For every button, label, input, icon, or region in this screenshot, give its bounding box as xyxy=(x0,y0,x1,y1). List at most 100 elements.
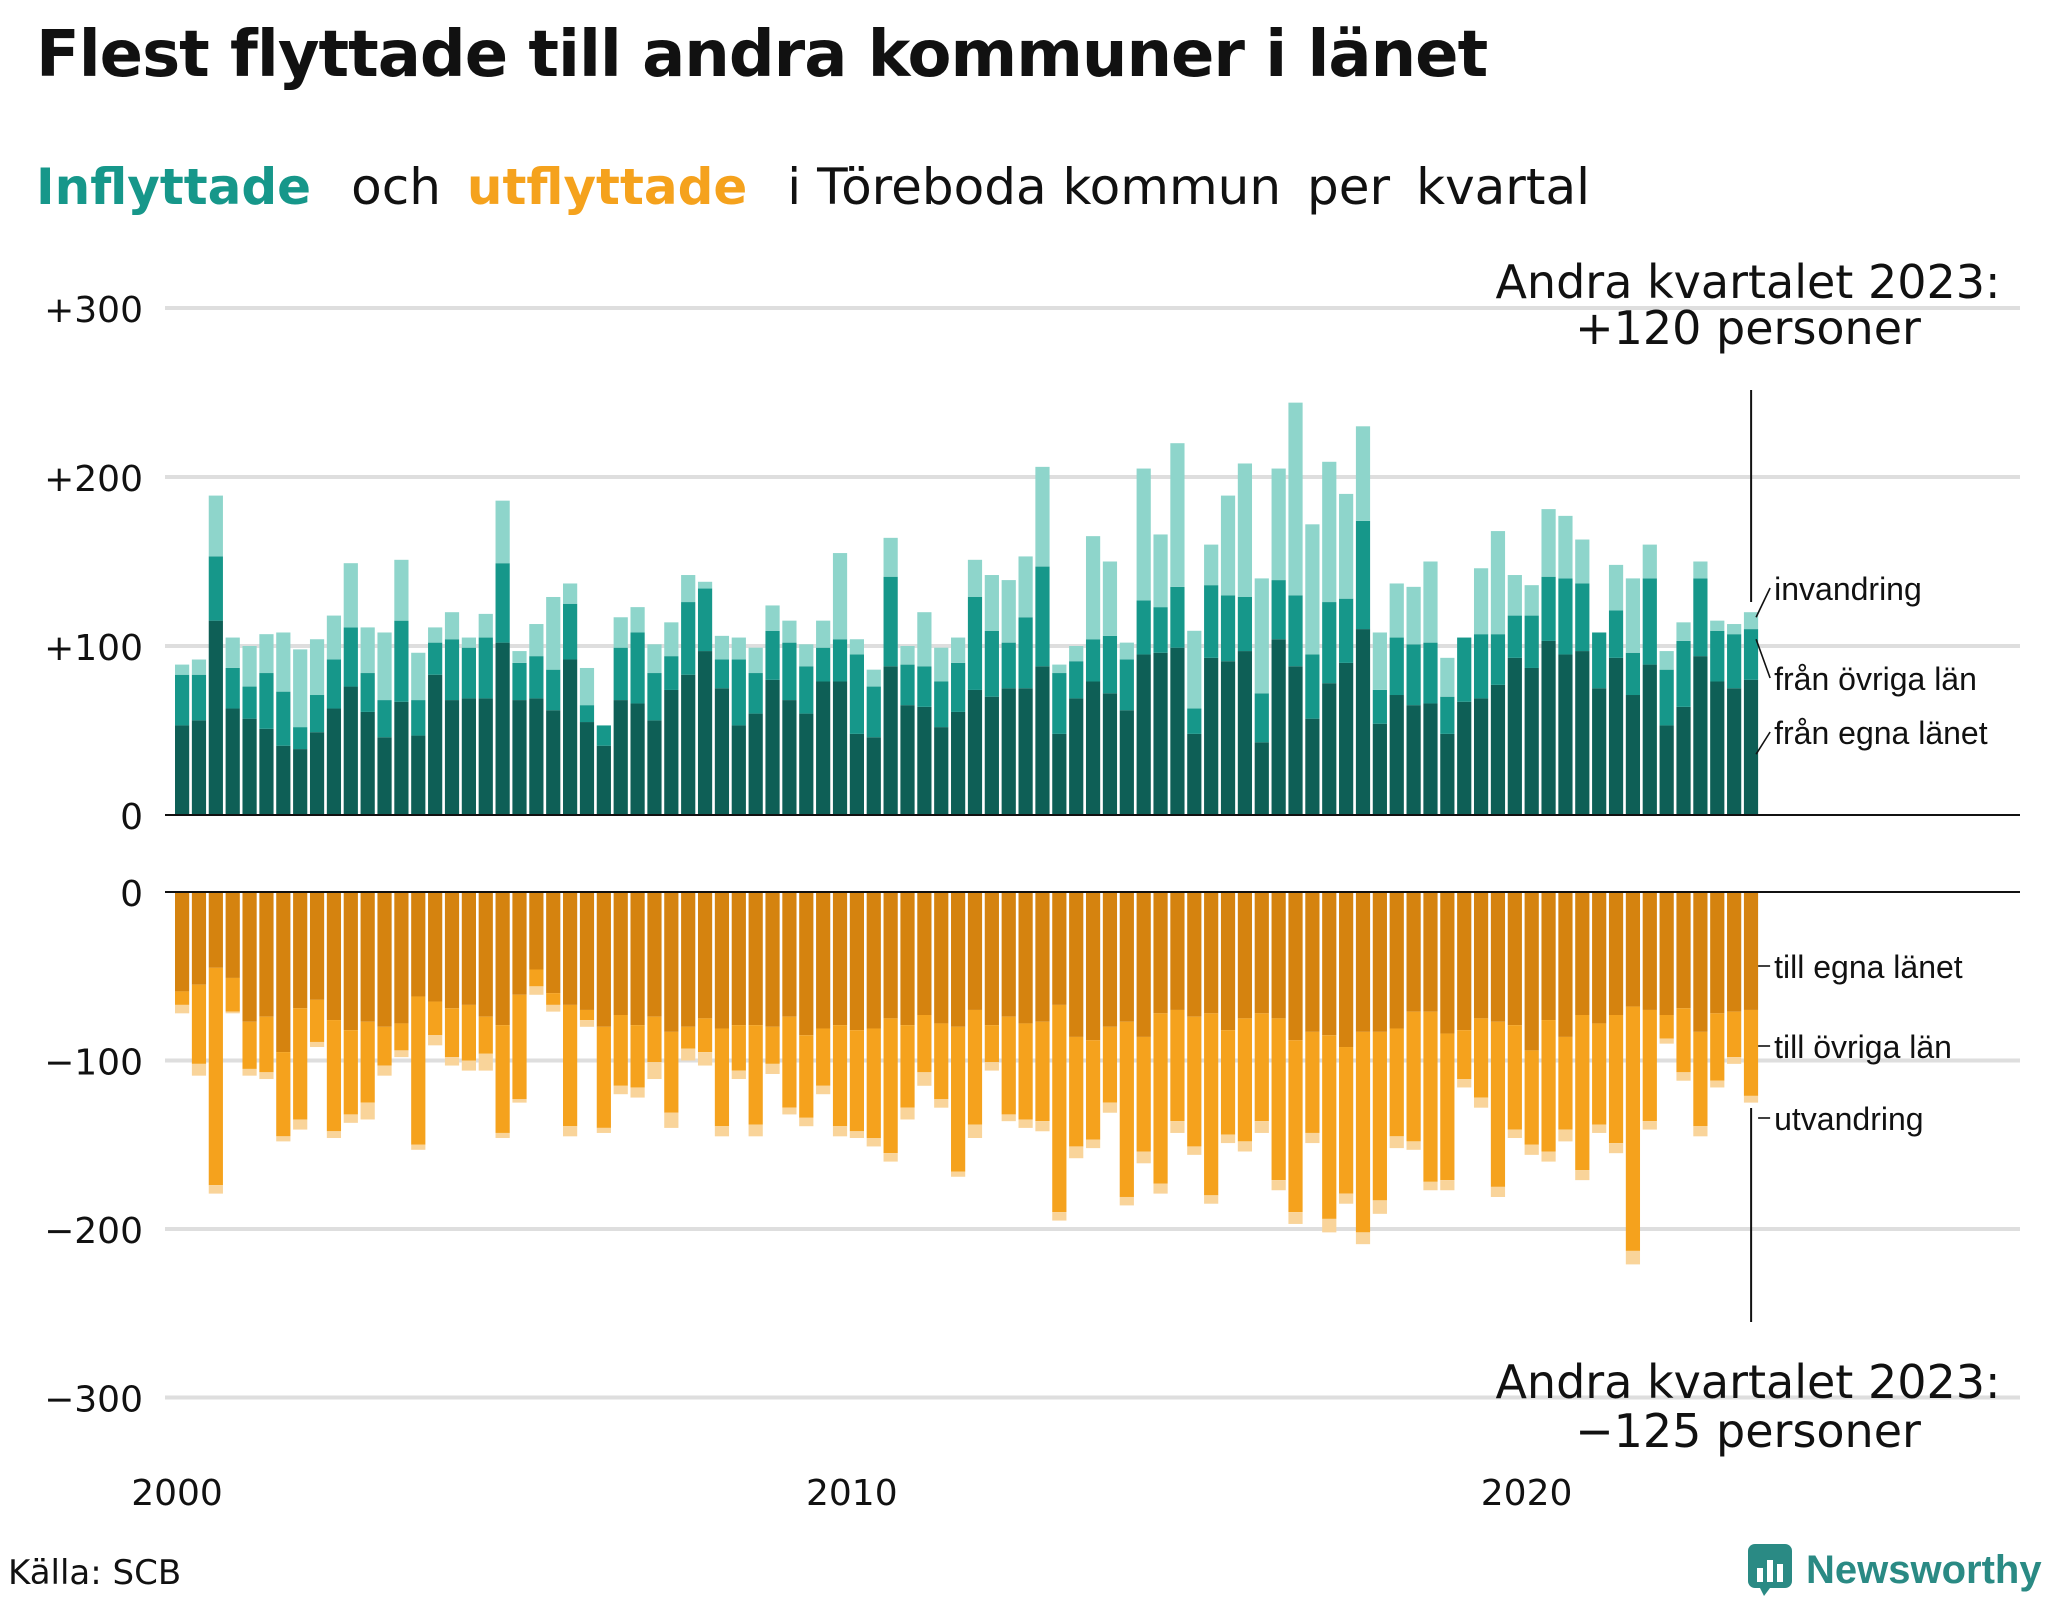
bar-outflow-segment xyxy=(1490,1186,1506,1197)
bar-outflow-segment xyxy=(293,892,308,1009)
bar-inflow-segment xyxy=(1153,652,1168,815)
bar-outflow-segment xyxy=(1642,1121,1657,1130)
bar-outflow-segment xyxy=(1170,1121,1185,1133)
bar-outflow-segment xyxy=(1355,1232,1371,1245)
bar-inflow-segment xyxy=(444,612,460,640)
brand-name: Newsworthy xyxy=(1806,1547,2042,1592)
bar-outflow-segment xyxy=(360,1021,375,1103)
bar-inflow-segment xyxy=(1423,561,1438,643)
bar-inflow-segment xyxy=(647,673,662,721)
bar-outflow-segment xyxy=(1727,1011,1742,1058)
bar-inflow-segment xyxy=(1237,463,1253,597)
bar-outflow-segment xyxy=(512,1099,527,1103)
bar-inflow-segment xyxy=(259,673,274,729)
bar-inflow-segment xyxy=(512,700,527,815)
bar-inflow-segment xyxy=(1625,652,1641,696)
bar-inflow-segment xyxy=(1355,520,1371,630)
bar-outflow-segment xyxy=(647,892,662,1017)
brand-logo[interactable]: Newsworthy xyxy=(1746,1542,2042,1598)
bar-outflow-segment xyxy=(1389,1136,1404,1149)
bar-inflow-segment xyxy=(1322,461,1337,603)
bar-outflow-segment xyxy=(1423,1011,1438,1182)
bar-inflow-segment xyxy=(1339,493,1354,599)
bar-outflow-segment xyxy=(208,892,223,968)
bar-outflow-segment xyxy=(1322,1218,1337,1233)
bar-inflow-segment xyxy=(394,559,409,621)
bar-inflow-segment xyxy=(495,563,510,643)
bar-outflow-segment xyxy=(1271,1180,1286,1191)
bar-outflow-segment xyxy=(276,1136,291,1142)
series-label-inflow: från egna länet xyxy=(1774,715,1988,751)
bar-outflow-segment xyxy=(816,892,831,1029)
bar-outflow-segment xyxy=(1743,1009,1759,1096)
bar-outflow-segment xyxy=(208,967,223,1186)
bar-outflow-segment xyxy=(512,994,527,1100)
bar-outflow-segment xyxy=(1035,892,1050,1022)
migration-chart: 0 +100 +200 +300 0 −100 −200 −300 2000 2010 2020 in… xyxy=(44,255,2020,1514)
bar-outflow-segment xyxy=(208,1185,223,1194)
y-tick-label-top: 0 xyxy=(120,797,143,838)
bar-outflow-segment xyxy=(428,1001,443,1036)
bar-inflow-segment xyxy=(1119,710,1134,815)
bar-outflow-segment xyxy=(191,1063,207,1076)
bar-outflow-segment xyxy=(259,1016,274,1073)
bar-outflow-segment xyxy=(546,1004,561,1012)
bar-inflow-segment xyxy=(883,666,898,815)
bar-inflow-segment xyxy=(832,681,848,815)
bar-outflow-segment xyxy=(1608,1143,1624,1154)
bar-inflow-segment xyxy=(1085,639,1101,682)
bar-outflow-segment xyxy=(1625,1006,1641,1251)
bar-inflow-segment xyxy=(849,654,864,734)
bar-inflow-segment xyxy=(613,647,628,701)
bar-inflow-segment xyxy=(1440,696,1455,734)
bar-outflow-segment xyxy=(883,1153,898,1162)
bar-inflow-segment xyxy=(394,701,409,815)
bar-outflow-segment xyxy=(1457,1079,1472,1088)
bar-outflow-segment xyxy=(816,1085,831,1095)
bar-outflow-segment xyxy=(1575,1015,1590,1171)
bar-outflow-segment xyxy=(1001,892,1016,1017)
bar-inflow-segment xyxy=(1608,610,1624,658)
bar-inflow-segment xyxy=(1490,634,1506,685)
bar-inflow-segment xyxy=(1220,495,1236,596)
bar-outflow-segment xyxy=(1440,1033,1455,1181)
bar-outflow-segment xyxy=(951,1171,966,1177)
bar-inflow-segment xyxy=(1254,578,1269,694)
bar-outflow-segment xyxy=(1220,1134,1236,1144)
bar-outflow-segment xyxy=(1743,892,1759,1010)
bar-inflow-segment xyxy=(1423,642,1438,704)
bar-inflow-segment xyxy=(1727,624,1742,635)
bar-inflow-segment xyxy=(900,646,915,665)
bar-inflow-segment xyxy=(1170,586,1185,648)
bar-inflow-segment xyxy=(816,647,831,682)
bar-inflow-segment xyxy=(1035,666,1050,815)
bar-outflow-segment xyxy=(1558,892,1573,1037)
bar-inflow-segment xyxy=(411,652,426,701)
bar-inflow-segment xyxy=(613,617,628,648)
bar-inflow-segment xyxy=(984,696,999,815)
bar-outflow-segment xyxy=(191,892,207,985)
bar-outflow-segment xyxy=(1642,892,1657,1010)
bar-outflow-segment xyxy=(967,1124,983,1139)
bar-outflow-segment xyxy=(242,1068,257,1076)
bar-inflow-segment xyxy=(765,679,780,815)
bar-inflow-segment xyxy=(1170,647,1185,815)
bar-inflow-segment xyxy=(1035,566,1050,667)
bar-outflow-segment xyxy=(900,892,915,1026)
bar-inflow-segment xyxy=(377,700,392,738)
bar-outflow-segment xyxy=(967,892,983,1010)
bar-outflow-segment xyxy=(1187,1016,1202,1147)
bar-inflow-segment xyxy=(1001,642,1016,689)
bar-inflow-segment xyxy=(191,659,207,675)
bar-inflow-segment xyxy=(1490,684,1506,815)
bar-outflow-segment xyxy=(1237,1141,1253,1152)
bar-inflow-segment xyxy=(428,674,443,815)
bar-inflow-segment xyxy=(293,749,308,815)
bar-outflow-segment xyxy=(934,1023,949,1100)
bar-outflow-segment xyxy=(579,892,595,1010)
bar-inflow-segment xyxy=(832,553,848,640)
chart-title: Flest flyttade till andra kommuner i län… xyxy=(36,18,1488,92)
bar-inflow-segment xyxy=(512,651,527,663)
bar-inflow-segment xyxy=(1136,600,1151,655)
bar-inflow-segment xyxy=(1608,564,1624,611)
